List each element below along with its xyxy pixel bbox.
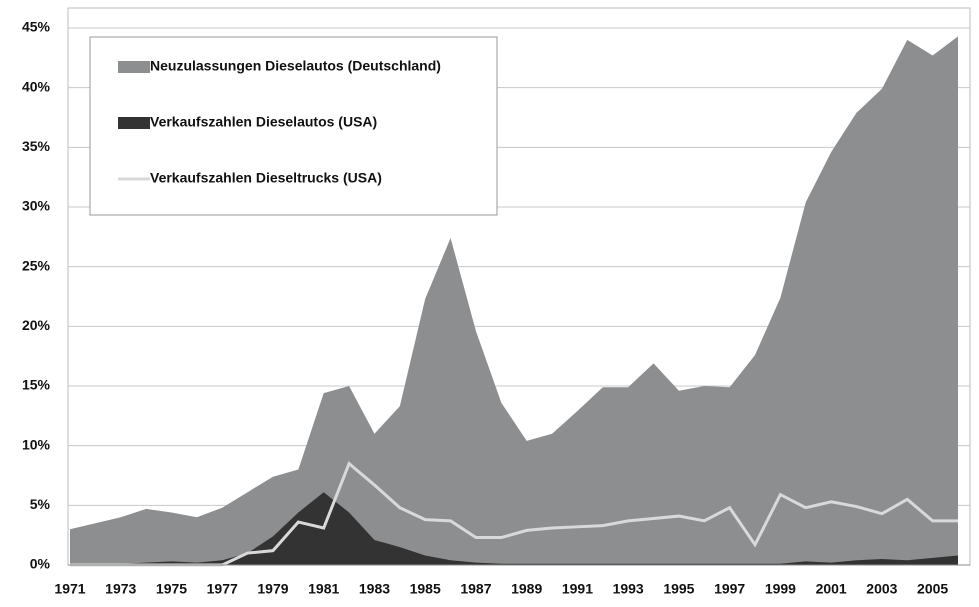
x-tick-label: 2003 — [866, 581, 897, 597]
legend-swatch — [118, 117, 150, 129]
y-tick-label: 40% — [22, 78, 51, 94]
x-tick-label: 1979 — [257, 581, 288, 597]
legend-label: Neuzulassungen Dieselautos (Deutschland) — [150, 58, 441, 74]
y-tick-label: 20% — [22, 317, 51, 333]
x-tick-label: 1981 — [308, 581, 339, 597]
area — [70, 492, 958, 565]
y-tick-label: 5% — [30, 496, 51, 512]
x-tick-label: 1971 — [54, 581, 85, 597]
x-tick-label: 1985 — [410, 581, 441, 597]
y-tick-label: 45% — [22, 19, 51, 35]
legend-label: Verkaufszahlen Dieseltrucks (USA) — [150, 170, 382, 186]
x-tick-label: 1995 — [663, 581, 694, 597]
x-tick-label: 1977 — [207, 581, 238, 597]
y-tick-label: 35% — [22, 138, 51, 154]
x-tick-label: 1997 — [714, 581, 745, 597]
y-tick-label: 0% — [30, 556, 51, 572]
y-tick-label: 30% — [22, 198, 51, 214]
x-tick-label: 1975 — [156, 581, 187, 597]
y-tick-label: 15% — [22, 377, 51, 393]
legend-swatch — [118, 61, 150, 73]
x-tick-label: 1999 — [765, 581, 796, 597]
x-tick-label: 1991 — [562, 581, 593, 597]
x-tick-label: 1987 — [460, 581, 491, 597]
x-tick-label: 1973 — [105, 581, 136, 597]
legend-label: Verkaufszahlen Dieselautos (USA) — [150, 114, 377, 130]
x-tick-label: 1983 — [359, 581, 390, 597]
x-tick-label: 2001 — [816, 581, 847, 597]
legend-box — [89, 36, 498, 216]
y-tick-label: 10% — [22, 436, 51, 452]
y-tick-label: 25% — [22, 257, 51, 273]
x-tick-label: 2005 — [917, 581, 948, 597]
area — [70, 36, 958, 565]
x-tick-label: 1989 — [511, 581, 542, 597]
x-tick-label: 1993 — [613, 581, 644, 597]
